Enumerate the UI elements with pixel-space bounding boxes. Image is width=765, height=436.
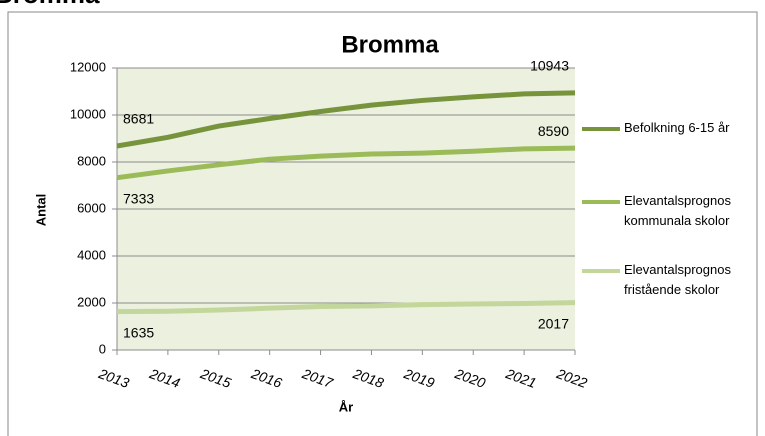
data-label: 8590 [538, 123, 569, 139]
x-tick-label: 2015 [198, 365, 234, 391]
legend-entry: Befolkning 6-15 år [582, 120, 759, 138]
legend-swatch [582, 269, 620, 273]
x-tick-label: 2021 [503, 365, 539, 391]
legend-entry: Elevantalsprognos fristående skolor [582, 262, 759, 300]
x-tick-label: 2014 [147, 365, 183, 391]
y-axis-label: Antal [33, 194, 48, 227]
y-tick-label: 12000 [70, 59, 106, 74]
legend-label: Befolkning 6-15 år [624, 120, 730, 135]
y-tick-label: 10000 [70, 106, 106, 121]
legend-label: Elevantalsprognos fristående skolor [624, 262, 731, 297]
series-line [116, 300, 576, 315]
x-tick-label: 2020 [452, 365, 488, 391]
data-label: 2017 [538, 315, 569, 331]
x-tick-label: 2017 [299, 365, 336, 391]
data-label: 8681 [123, 111, 154, 127]
series-line [116, 145, 576, 181]
legend-swatch [582, 200, 620, 204]
x-tick-label: 2013 [96, 365, 132, 391]
x-tick-label: 2019 [401, 365, 437, 391]
legend-entry: Elevantalsprognos kommunala skolor [582, 193, 759, 231]
chart-title: Bromma [341, 31, 439, 58]
x-tick-label: 2022 [554, 365, 590, 391]
legend-label: Elevantalsprognos kommunala skolor [624, 193, 731, 228]
y-tick-label: 4000 [77, 247, 106, 262]
page-heading: Bromma [0, 0, 100, 9]
legend-swatch [582, 127, 620, 131]
y-tick-label: 6000 [77, 200, 106, 215]
chart-border [7, 11, 758, 436]
data-label: 1635 [123, 324, 154, 340]
y-tick-label: 2000 [77, 294, 106, 309]
series-line [116, 90, 576, 149]
data-label: 10943 [530, 58, 569, 74]
data-label: 7333 [123, 190, 154, 206]
x-tick-label: 2018 [350, 365, 386, 391]
y-tick-label: 8000 [77, 153, 106, 168]
x-tick-label: 2016 [248, 365, 284, 391]
x-axis-label: År [339, 399, 353, 414]
y-tick-label: 0 [99, 341, 106, 356]
